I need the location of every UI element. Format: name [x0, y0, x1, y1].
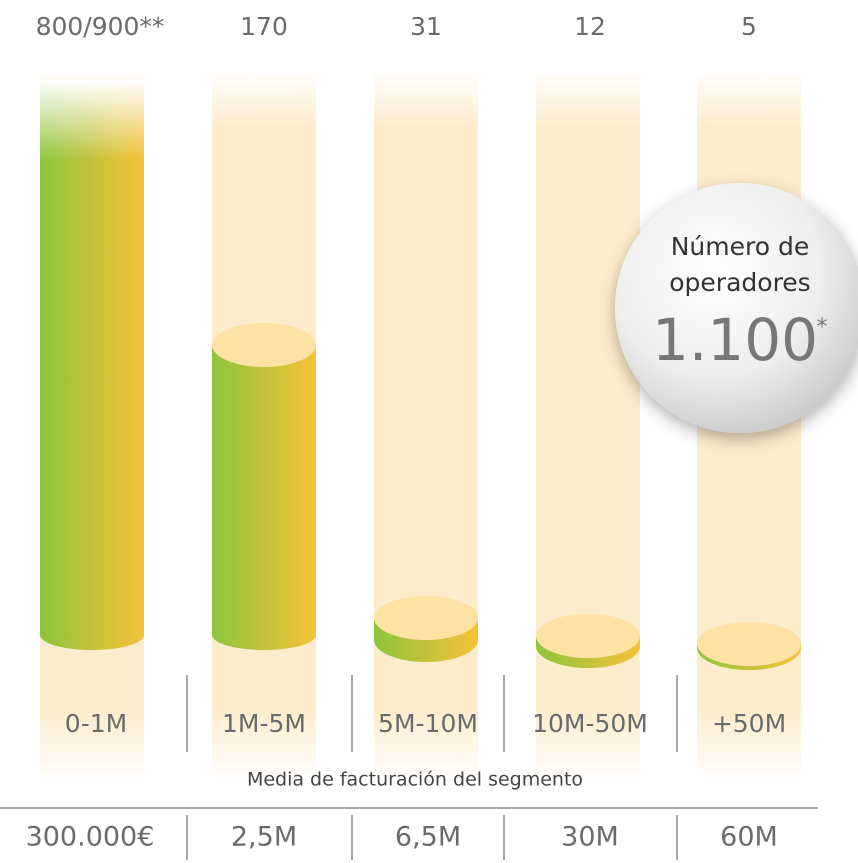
- average-dividers: [186, 815, 678, 860]
- bar: [40, 80, 144, 650]
- segment: 5M-10M: [378, 709, 478, 738]
- average: 60M: [720, 822, 778, 853]
- bar: [212, 345, 316, 650]
- count: 12: [574, 12, 606, 41]
- average: 30M: [561, 822, 619, 853]
- average: 6,5M: [395, 822, 461, 853]
- segment: 1M-5M: [222, 709, 306, 738]
- bubble-label: operadores: [669, 268, 810, 297]
- bubble-total: 1.100: [652, 306, 818, 374]
- count: 170: [240, 12, 288, 41]
- count: 5: [741, 12, 757, 41]
- count: 31: [410, 12, 442, 41]
- segment-dividers: [186, 675, 678, 752]
- segment: 0-1M: [65, 709, 127, 738]
- bubble-label: Número de: [671, 232, 810, 261]
- bars: [40, 80, 801, 670]
- bubble-mark: *: [817, 315, 828, 340]
- average: 300.000€: [26, 822, 155, 853]
- segment: 10M-50M: [532, 709, 648, 738]
- segment: +50M: [712, 709, 786, 738]
- count: 800/900**: [36, 12, 165, 41]
- average: 2,5M: [231, 822, 297, 853]
- column-backgrounds: [40, 70, 801, 780]
- subtitle: Media de facturación del segmento: [247, 769, 583, 791]
- bubble: [615, 183, 858, 433]
